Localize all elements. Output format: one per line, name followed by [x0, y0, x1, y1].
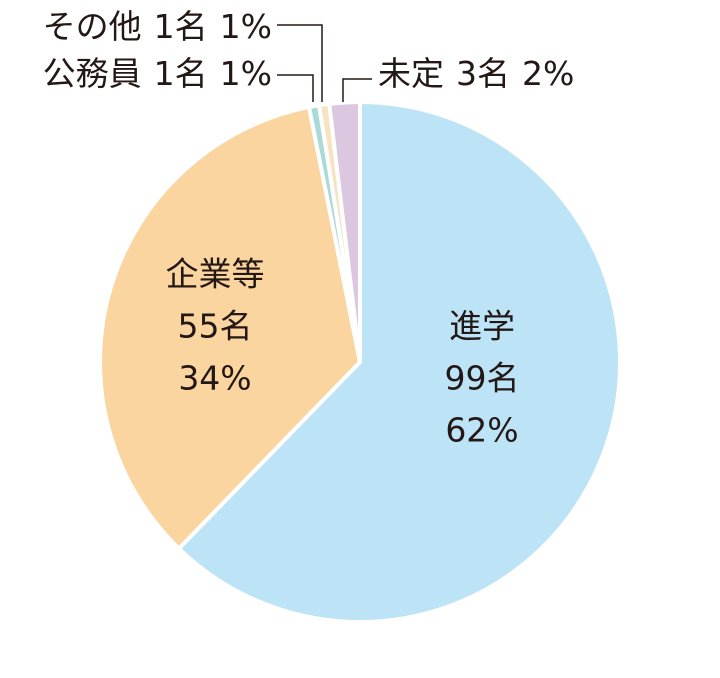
leader-line [342, 78, 372, 102]
slice-label-part: 1名 [154, 54, 208, 93]
slice-label-part: 公務員 [43, 54, 142, 93]
slice-label-part: 1名 [154, 7, 208, 46]
slice-label-part: 1% [220, 54, 272, 93]
slice-label: 公務員 1名 1% [43, 54, 272, 93]
slice-label-part: 1% [220, 7, 272, 46]
pie-slice [327, 99, 362, 363]
leader-line [277, 24, 323, 102]
slice-label: 34% [178, 359, 251, 398]
slice-label-part: 未定 [378, 54, 444, 93]
slice-label: 進学 [449, 307, 515, 346]
pie-slice [98, 104, 363, 552]
slice-label: 55名 [178, 307, 253, 346]
leader-line [277, 74, 314, 102]
slice-label: 未定 3名 2% [378, 54, 574, 93]
slice-label-part: 3名 [456, 54, 510, 93]
slice-label-part: 2% [522, 54, 574, 93]
slice-label: 62% [445, 411, 518, 450]
slice-label: 99名 [445, 359, 520, 398]
slice-label: その他 1名 1% [43, 7, 272, 46]
slice-label: 企業等 [166, 255, 265, 294]
slice-label-part: その他 [43, 7, 142, 46]
pie-slice [176, 99, 622, 624]
